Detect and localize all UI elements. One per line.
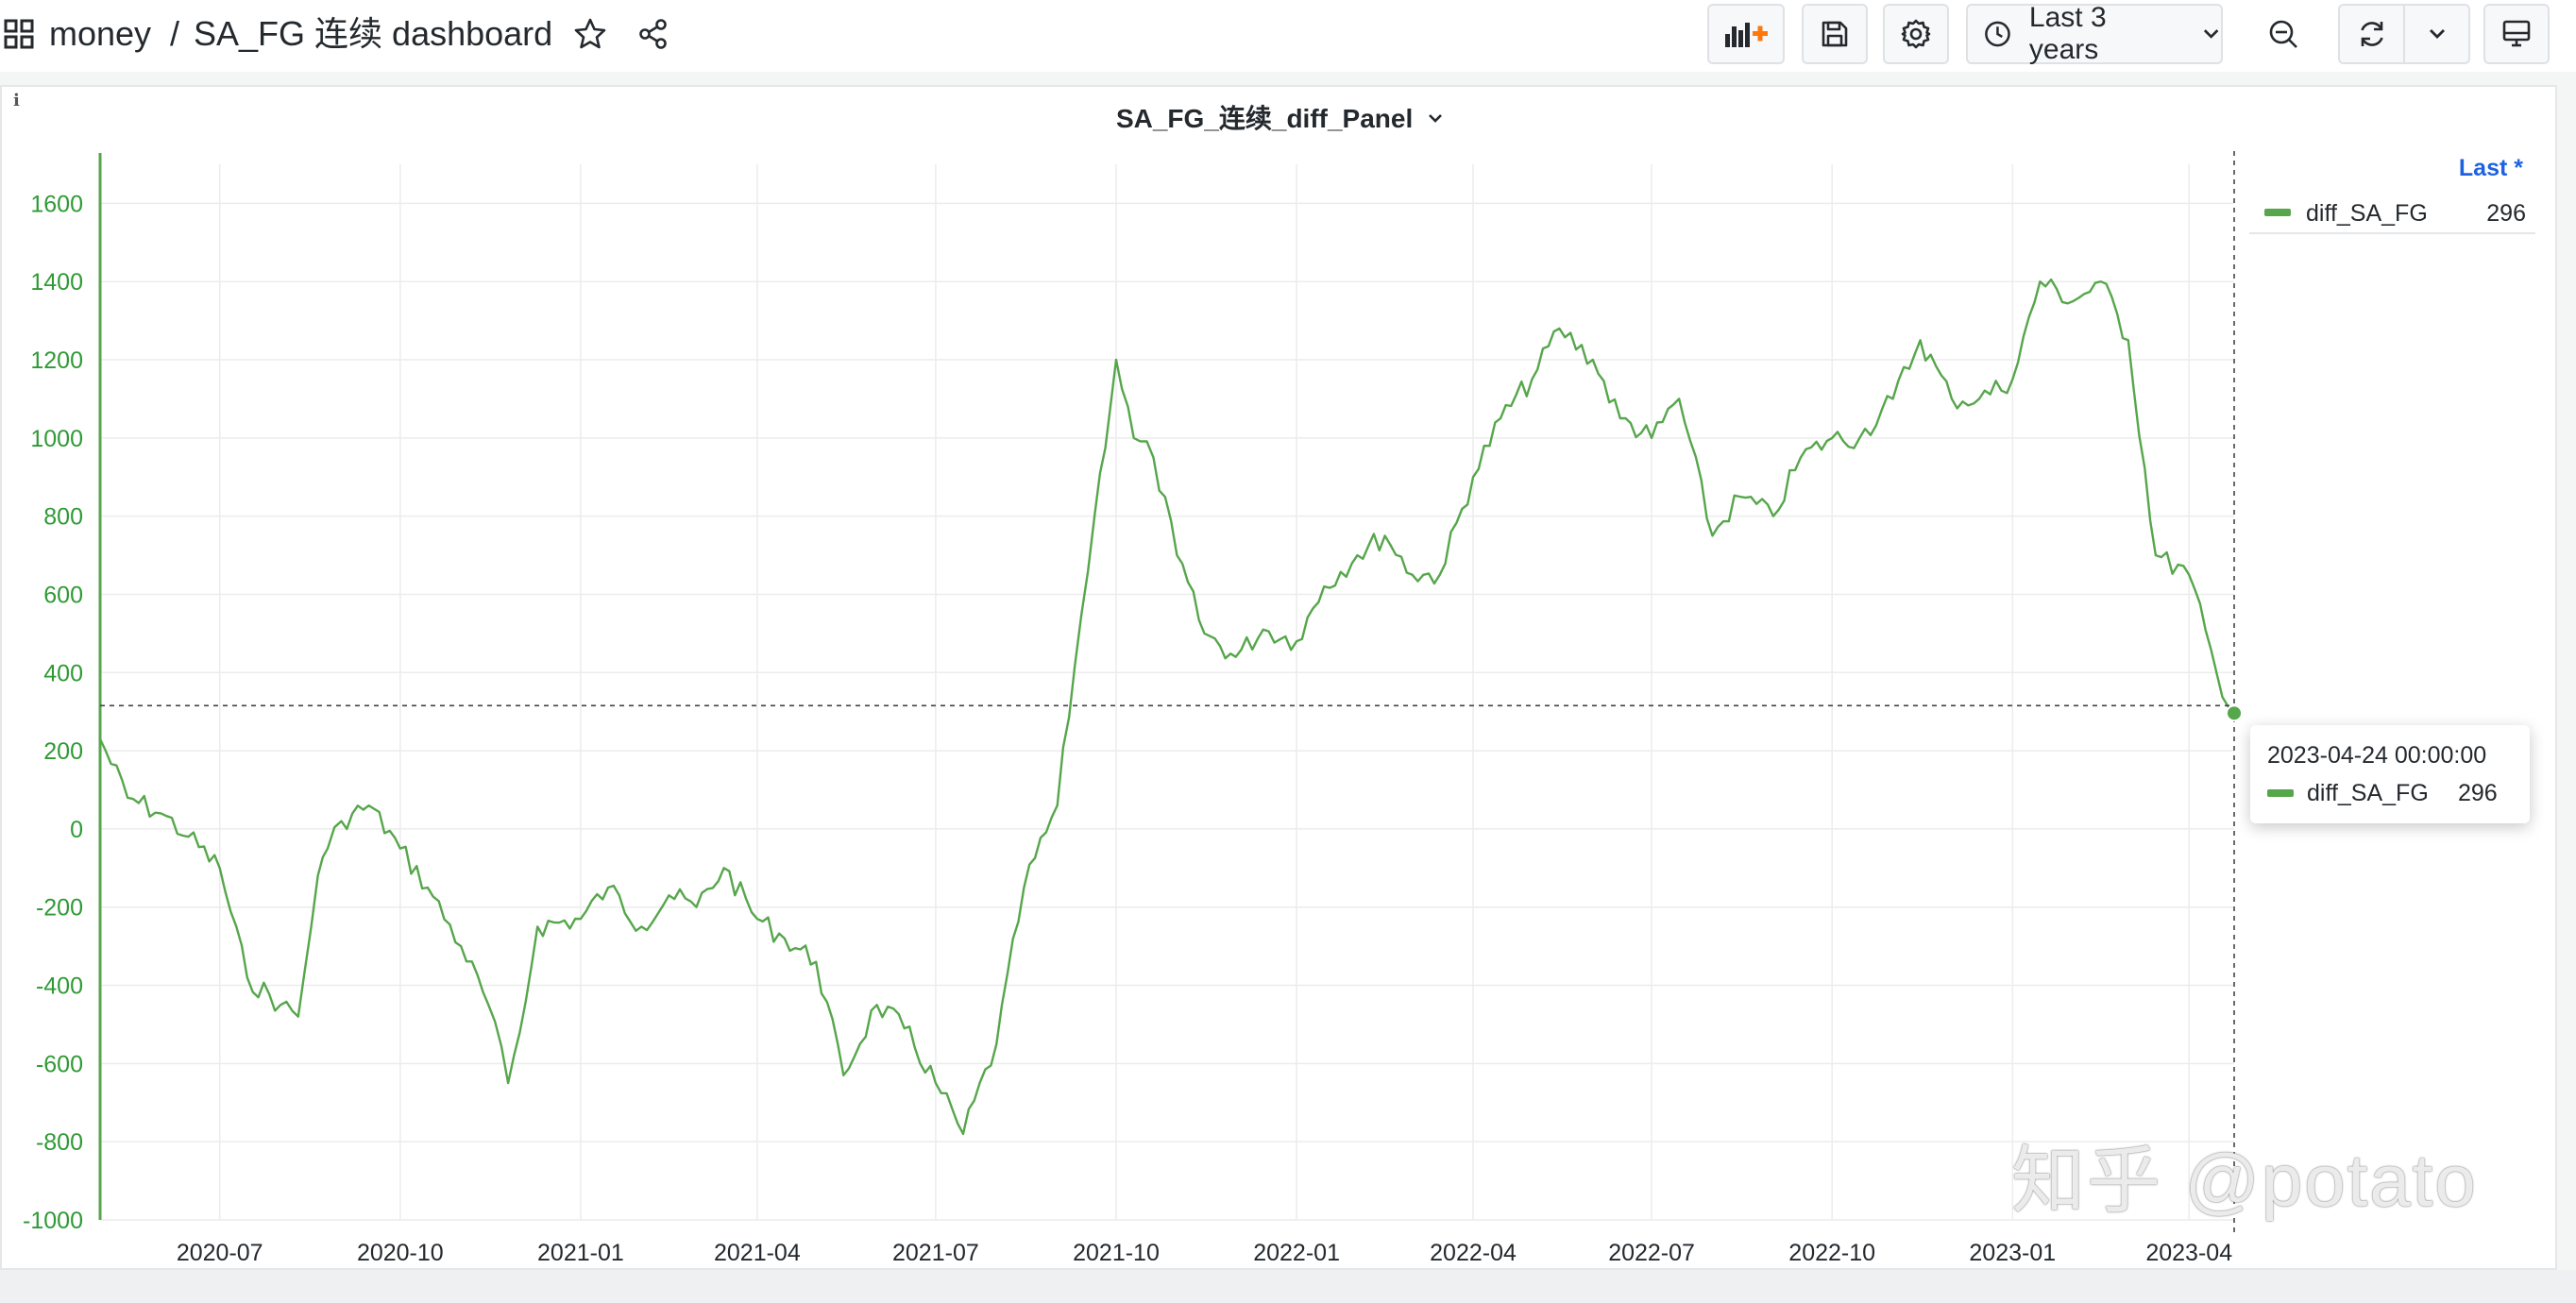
time-series-chart[interactable]: 1600 1400 1200 1000 800 600 400 200 0 -200 -400 -60… — [2, 87, 2559, 1272]
dashboards-grid-icon[interactable] — [0, 13, 38, 55]
hover-tooltip: 2023-04-24 00:00:00 diff_SA_FG 296 — [2250, 725, 2530, 823]
panel-info-icon[interactable]: i — [13, 91, 20, 110]
monitor-icon — [2502, 20, 2531, 47]
x-tick-label: 2021-04 — [714, 1240, 801, 1266]
y-tick-label: -800 — [36, 1129, 83, 1156]
x-tick-label: 2020-10 — [357, 1240, 444, 1266]
refresh-icon — [2360, 22, 2383, 46]
y-tick-label: 1400 — [30, 269, 83, 296]
y-tick-label: -200 — [36, 895, 83, 922]
chevron-down-icon — [2203, 29, 2219, 39]
y-tick-label: 0 — [70, 817, 83, 843]
legend-row-diff-sa-fg[interactable]: diff_SA_FG 296 — [2249, 193, 2535, 234]
legend-series-value: 296 — [2486, 200, 2526, 227]
watermark-text: 知乎 @potato — [2011, 1139, 2478, 1222]
x-tick-label: 2022-04 — [1430, 1240, 1517, 1266]
series-line-diff-sa-fg — [98, 278, 2235, 1136]
star-icon[interactable] — [571, 15, 609, 53]
graph-panel: i SA_FG_连续_diff_Panel 1600 1400 1200 1000 80… — [0, 85, 2557, 1270]
chevron-down-icon — [1429, 114, 1442, 123]
x-tick-label: 2021-01 — [537, 1240, 624, 1266]
time-range-picker[interactable]: Last 3 years — [1966, 2, 2223, 65]
y-tick-label: 1600 — [30, 191, 83, 217]
panel-title[interactable]: SA_FG_连续_diff_Panel — [2, 87, 2559, 133]
x-tick-label: 2022-07 — [1608, 1240, 1695, 1266]
x-tick-label: 2023-01 — [1969, 1240, 2056, 1266]
zoom-out-icon — [2269, 20, 2297, 48]
panel-title-text: SA_FG_连续_diff_Panel — [1115, 104, 1414, 133]
breadcrumb-separator: / — [170, 14, 180, 53]
dashboard-title[interactable]: SA_FG 连续 dashboard — [194, 14, 553, 53]
y-tick-label: 400 — [43, 660, 83, 686]
tooltip-swatch — [2267, 789, 2294, 797]
x-tick-label: 2023-04 — [2145, 1240, 2232, 1266]
chevron-down-icon — [2429, 29, 2445, 39]
save-dashboard-button[interactable] — [1802, 4, 1868, 64]
tooltip-series-name: diff_SA_FG — [2307, 780, 2429, 806]
y-tick-label: 1000 — [30, 426, 83, 452]
dashboard-settings-button[interactable] — [1883, 4, 1949, 64]
y-tick-label: -600 — [36, 1051, 83, 1077]
y-tick-label: 600 — [43, 582, 83, 608]
add-panel-icon — [1725, 23, 1768, 47]
save-icon — [1822, 21, 1848, 47]
x-tick-label: 2021-07 — [892, 1240, 979, 1266]
add-panel-button[interactable] — [1707, 4, 1785, 64]
y-tick-label: -400 — [36, 973, 83, 1000]
legend-header-last[interactable]: Last * — [2458, 155, 2523, 181]
zoom-out-button[interactable] — [2257, 13, 2310, 55]
y-tick-label: -1000 — [23, 1208, 83, 1234]
bottom-strip — [0, 1270, 2576, 1303]
refresh-button[interactable] — [2340, 6, 2405, 62]
tooltip-value: 296 — [2458, 780, 2498, 806]
view-mode-button[interactable] — [2483, 4, 2550, 64]
top-navbar: money / SA_FG 连续 dashboard Last 3 years — [0, 0, 2576, 72]
legend-swatch — [2264, 209, 2291, 216]
time-range-label: Last 3 years — [2028, 2, 2107, 65]
y-tick-label: 200 — [43, 738, 83, 765]
x-tick-label: 2020-07 — [177, 1240, 263, 1266]
x-tick-label: 2021-10 — [1073, 1240, 1160, 1266]
gear-icon — [1901, 19, 1931, 49]
hover-point — [2226, 704, 2243, 722]
tooltip-time: 2023-04-24 00:00:00 — [2267, 742, 2487, 769]
x-tick-label: 2022-10 — [1788, 1240, 1875, 1266]
x-tick-label: 2022-01 — [1253, 1240, 1340, 1266]
refresh-button-group — [2338, 4, 2470, 64]
share-icon[interactable] — [635, 15, 672, 53]
y-tick-label: 1200 — [30, 347, 83, 374]
y-tick-label: 800 — [43, 504, 83, 531]
breadcrumb-folder[interactable]: money — [49, 14, 152, 53]
refresh-interval-dropdown[interactable] — [2405, 6, 2468, 62]
clock-icon — [1985, 21, 2010, 47]
legend-series-name: diff_SA_FG — [2306, 200, 2428, 227]
